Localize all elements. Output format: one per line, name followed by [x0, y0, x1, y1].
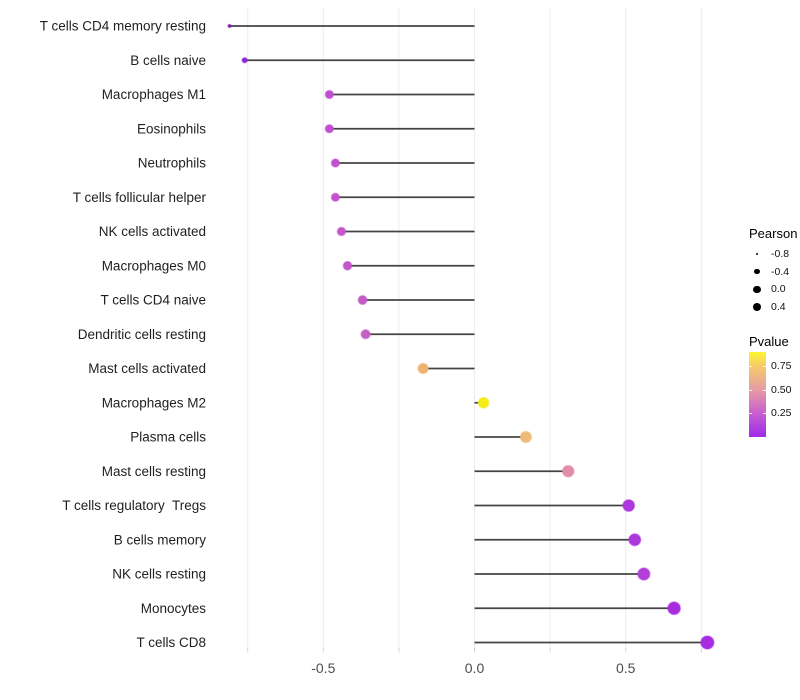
pvalue-color-legend: Pvalue 0.75 0.50 0.25 [749, 334, 792, 437]
pearson-legend-entry-label: -0.4 [771, 265, 790, 278]
pvalue-colorbar-tick-mark [763, 413, 766, 414]
pearson-legend-entries: -0.8 -0.4 0.0 0.4 [749, 245, 797, 316]
lollipop-dot [342, 260, 353, 271]
y-axis-label: T cells follicular helper [73, 190, 207, 205]
y-axis-label: Dendritic cells resting [78, 327, 206, 342]
x-tick-label: 0.5 [616, 660, 636, 676]
lollipop-dot [241, 56, 248, 64]
pearson-legend-entry: 0.4 [749, 298, 797, 316]
y-axis-label: T cells CD4 naive [100, 293, 206, 308]
lollipop-dot [417, 362, 429, 375]
pvalue-colorbar [749, 352, 766, 437]
pearson-legend-entry-label: 0.0 [771, 283, 786, 296]
pvalue-legend-title: Pvalue [749, 334, 789, 349]
x-tick-label: -0.5 [311, 660, 335, 676]
pearson-legend-dot-icon [754, 268, 760, 275]
lollipop-dot [667, 601, 682, 616]
lollipop-dot [477, 396, 490, 409]
y-axis-label: Macrophages M1 [102, 87, 206, 102]
pearson-legend-entry: -0.8 [749, 245, 797, 263]
pearson-legend-dot-icon [753, 285, 761, 293]
y-axis-label: Macrophages M2 [102, 395, 206, 410]
y-axis-label: NK cells resting [112, 567, 206, 582]
lollipop-dot [561, 464, 575, 478]
y-axis-label: Mast cells activated [88, 361, 206, 376]
pvalue-colorbar-wrap: 0.75 0.50 0.25 [749, 352, 792, 437]
pearson-legend-dot-box [749, 285, 765, 293]
lollipop-dot [357, 294, 368, 306]
pvalue-colorbar-tick-label: 0.75 [771, 359, 792, 372]
y-axis-label: NK cells activated [99, 224, 206, 239]
pvalue-colorbar-tick-mark [749, 365, 752, 367]
lollipop-dot [622, 498, 636, 513]
pvalue-colorbar-tick-label: 0.25 [771, 407, 792, 419]
y-axis-label: Macrophages M0 [102, 258, 206, 273]
pearson-legend-dot-box [749, 252, 765, 256]
y-axis-label: Monocytes [141, 601, 207, 616]
lollipop-dot [324, 123, 335, 134]
pvalue-colorbar-tick-mark [749, 413, 752, 414]
pearson-legend-title: Pearson [749, 226, 798, 241]
pvalue-colorbar-tick-mark [749, 389, 752, 391]
lollipop-dot [637, 567, 651, 581]
y-axis-label: Eosinophils [137, 121, 206, 136]
pearson-legend-entry: -0.4 [749, 263, 797, 281]
pvalue-colorbar-tick-mark [763, 365, 766, 367]
y-axis-label: Plasma cells [130, 430, 206, 445]
lollipop-dot [519, 430, 533, 444]
y-axis-label: B cells memory [114, 532, 207, 547]
lollipop-dot [330, 158, 341, 168]
pearson-legend-dot-box [749, 268, 765, 275]
lollipop-dot [700, 635, 715, 650]
lollipop-dot [324, 89, 335, 100]
pearson-legend-dot-icon [755, 252, 759, 256]
pearson-size-legend: Pearson -0.8 -0.4 0.0 0.4 [749, 226, 797, 316]
y-axis-label: T cells CD8 [136, 635, 206, 650]
y-axis-label: T cells CD4 memory resting [40, 19, 206, 34]
lollipop-dot [628, 533, 642, 547]
lollipop-dot [360, 328, 371, 340]
x-tick-label: 0.0 [465, 660, 485, 676]
y-axis-label: B cells naive [130, 53, 206, 68]
lollipop-dot [227, 23, 232, 29]
pvalue-colorbar-tick-mark [763, 389, 766, 391]
lollipop-dot [336, 226, 347, 237]
pearson-legend-entry: 0.0 [749, 280, 797, 298]
pearson-legend-entry-label: -0.8 [771, 247, 790, 260]
pvalue-colorbar-tick-label: 0.50 [771, 383, 792, 396]
pearson-legend-dot-box [749, 302, 765, 312]
pearson-legend-dot-icon [752, 302, 762, 312]
pearson-legend-entry-label: 0.4 [771, 300, 786, 313]
y-axis-label: Mast cells resting [102, 464, 206, 479]
y-axis-label: T cells regulatory Tregs [62, 498, 206, 513]
lollipop-dot [330, 192, 341, 203]
y-axis-label: Neutrophils [138, 156, 207, 171]
